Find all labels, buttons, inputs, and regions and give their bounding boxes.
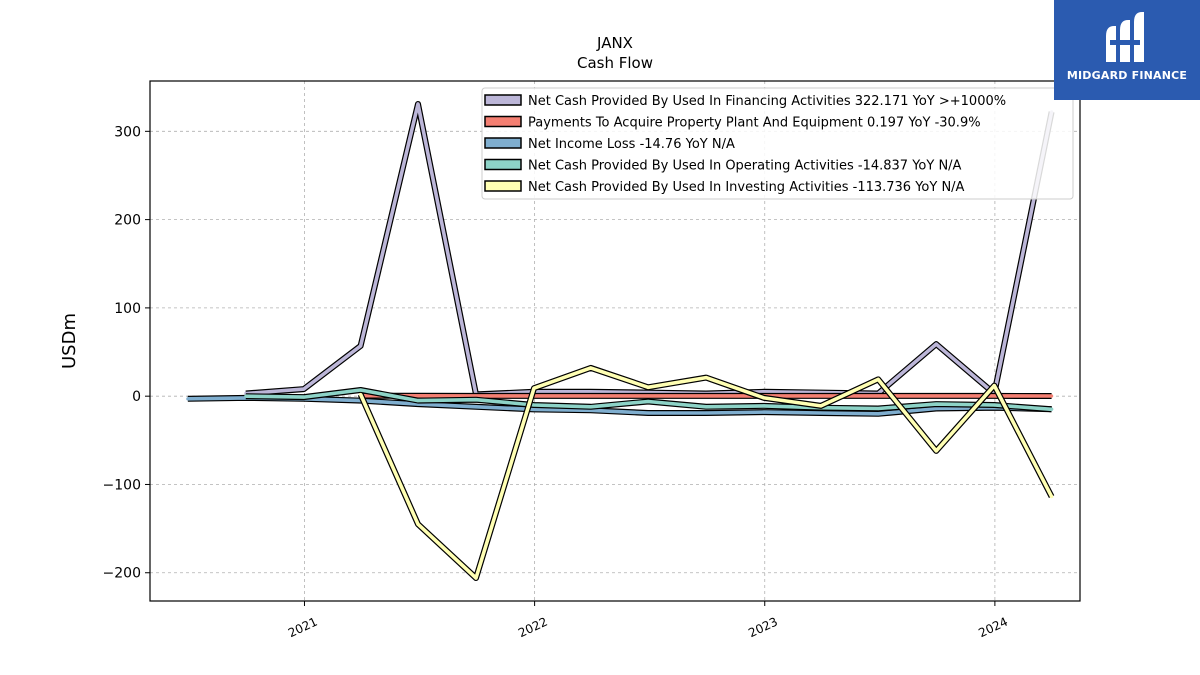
data-point xyxy=(647,386,650,389)
data-point xyxy=(532,403,535,406)
y-tick-label: 200 xyxy=(114,213,141,229)
data-point xyxy=(763,396,766,399)
legend-swatch xyxy=(485,95,521,105)
data-point xyxy=(647,411,650,414)
data-point xyxy=(474,576,477,579)
y-axis-label: USDm xyxy=(59,313,80,369)
data-point xyxy=(416,394,419,397)
data-point xyxy=(935,449,938,452)
data-point xyxy=(877,407,880,410)
data-point xyxy=(416,523,419,526)
data-point xyxy=(589,390,592,393)
data-point xyxy=(935,394,938,397)
cash-flow-chart: JANX Cash Flow −200 −100 0 100 200 300 2021 202… xyxy=(0,0,1200,675)
data-point xyxy=(589,366,592,369)
data-point xyxy=(302,388,305,391)
data-point xyxy=(763,390,766,393)
data-point xyxy=(359,344,362,347)
x-tick-label: 2024 xyxy=(976,615,1010,641)
data-point xyxy=(877,412,880,415)
data-point xyxy=(416,102,419,105)
data-point xyxy=(819,404,822,407)
legend-label: Payments To Acquire Property Plant And E… xyxy=(528,116,981,131)
data-point xyxy=(705,376,708,379)
y-tick-label: 0 xyxy=(132,389,141,405)
legend-label: Net Cash Provided By Used In Operating A… xyxy=(528,159,962,174)
data-point xyxy=(705,405,708,408)
x-tick-label: 2021 xyxy=(286,615,320,641)
brand-name: MIDGARD FINANCE xyxy=(1054,69,1200,82)
y-tick-label: −200 xyxy=(103,566,141,582)
data-point xyxy=(474,398,477,401)
data-point xyxy=(935,403,938,406)
data-point xyxy=(647,394,650,397)
legend-item: Payments To Acquire Property Plant And E… xyxy=(485,116,981,131)
legend-label: Net Cash Provided By Used In Financing A… xyxy=(528,94,1006,109)
legend-swatch xyxy=(485,117,521,127)
data-point xyxy=(1050,408,1053,411)
legend-label: Net Cash Provided By Used In Investing A… xyxy=(528,180,965,195)
data-point xyxy=(186,397,189,400)
data-point xyxy=(416,399,419,402)
data-point xyxy=(244,395,247,398)
y-tick-label: 100 xyxy=(114,301,141,317)
data-point xyxy=(993,394,996,397)
data-point xyxy=(302,395,305,398)
data-point xyxy=(877,378,880,381)
data-point xyxy=(819,394,822,397)
data-point xyxy=(877,394,880,397)
data-point xyxy=(705,394,708,397)
data-point xyxy=(1050,394,1053,397)
legend-swatch xyxy=(485,160,521,170)
y-tick-label: −100 xyxy=(103,477,141,493)
midgard-finance-logo: MIDGARD FINANCE xyxy=(1054,0,1200,100)
data-point xyxy=(819,411,822,414)
data-point xyxy=(763,404,766,407)
legend-item: Net Cash Provided By Used In Financing A… xyxy=(485,94,1006,109)
x-tick-label: 2023 xyxy=(746,615,780,641)
legend-label: Net Income Loss -14.76 YoY N/A xyxy=(528,137,735,152)
data-point xyxy=(359,393,362,396)
legend-item: Net Cash Provided By Used In Operating A… xyxy=(485,159,962,174)
logo-mark-icon xyxy=(1054,0,1200,70)
legend: Net Cash Provided By Used In Financing A… xyxy=(482,88,1073,199)
data-point xyxy=(763,410,766,413)
chart-title: JANX xyxy=(596,34,633,52)
legend-swatch xyxy=(485,181,521,191)
chart-subtitle: Cash Flow xyxy=(577,54,653,72)
data-point xyxy=(993,403,996,406)
data-point xyxy=(647,400,650,403)
data-point xyxy=(705,411,708,414)
x-tick-label: 2022 xyxy=(516,615,550,641)
legend-swatch xyxy=(485,138,521,148)
legend-item: Net Cash Provided By Used In Investing A… xyxy=(485,180,965,195)
data-point xyxy=(935,407,938,410)
data-point xyxy=(474,405,477,408)
data-point xyxy=(935,342,938,345)
data-point xyxy=(1050,495,1053,498)
data-point xyxy=(993,384,996,387)
data-point xyxy=(589,405,592,408)
data-point xyxy=(359,388,362,391)
data-point xyxy=(532,408,535,411)
data-point xyxy=(532,387,535,390)
y-tick-label: 300 xyxy=(114,124,141,140)
data-point xyxy=(589,394,592,397)
